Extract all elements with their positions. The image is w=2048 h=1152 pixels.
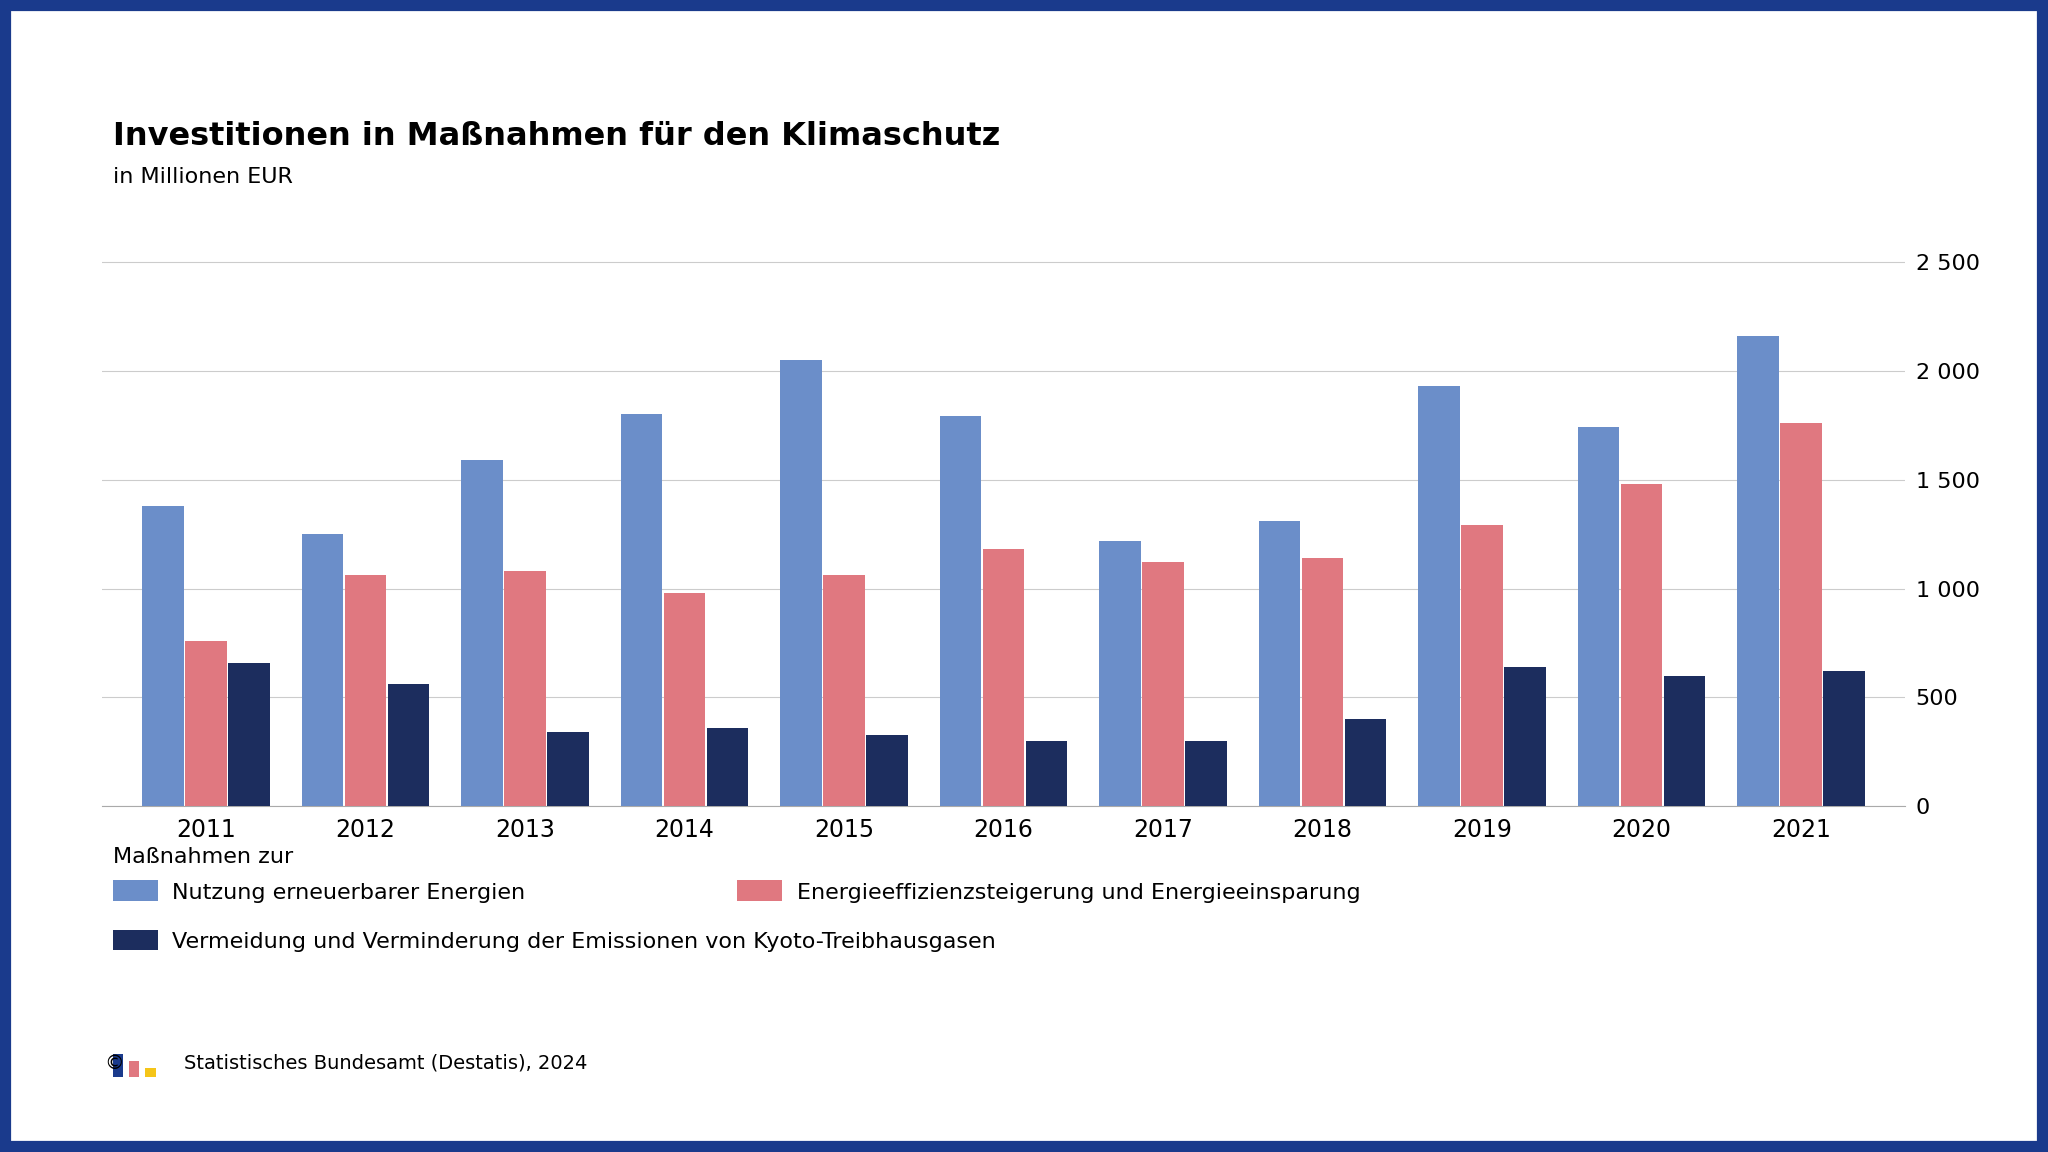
Bar bbox=[1577, 427, 1620, 806]
Bar bbox=[1505, 667, 1546, 806]
Bar bbox=[1663, 676, 1706, 806]
Bar bbox=[1737, 336, 1778, 806]
Bar bbox=[1303, 558, 1343, 806]
Bar bbox=[1143, 562, 1184, 806]
Bar bbox=[1260, 521, 1300, 806]
Bar bbox=[1026, 741, 1067, 806]
Text: Statistisches Bundesamt (Destatis), 2024: Statistisches Bundesamt (Destatis), 2024 bbox=[184, 1054, 588, 1073]
Bar bbox=[547, 733, 590, 806]
Bar bbox=[1823, 672, 1866, 806]
Bar bbox=[344, 576, 387, 806]
Bar bbox=[1417, 386, 1460, 806]
Bar bbox=[780, 359, 821, 806]
Bar bbox=[141, 506, 184, 806]
Bar bbox=[621, 415, 662, 806]
Bar bbox=[664, 593, 705, 806]
Bar bbox=[387, 684, 430, 806]
Text: Vermeidung und Verminderung der Emissionen von Kyoto-Treibhausgasen: Vermeidung und Verminderung der Emission… bbox=[172, 932, 995, 952]
Text: in Millionen EUR: in Millionen EUR bbox=[113, 167, 293, 187]
Text: Energieeffizienzsteigerung und Energieeinsparung: Energieeffizienzsteigerung und Energieei… bbox=[797, 882, 1360, 902]
Bar bbox=[940, 417, 981, 806]
Bar bbox=[184, 641, 227, 806]
Bar bbox=[1186, 741, 1227, 806]
Bar bbox=[823, 576, 864, 806]
Bar bbox=[983, 550, 1024, 806]
Bar bbox=[1780, 423, 1823, 806]
Text: ©: © bbox=[104, 1054, 125, 1073]
Bar bbox=[707, 728, 748, 806]
Bar bbox=[301, 535, 344, 806]
Bar bbox=[1100, 540, 1141, 806]
Bar bbox=[1346, 719, 1386, 806]
Bar bbox=[1620, 484, 1663, 806]
Text: Investitionen in Maßnahmen für den Klimaschutz: Investitionen in Maßnahmen für den Klima… bbox=[113, 121, 999, 152]
Bar bbox=[504, 571, 545, 806]
Bar bbox=[229, 662, 270, 806]
Bar bbox=[1462, 525, 1503, 806]
Bar bbox=[866, 735, 907, 806]
Text: Nutzung erneuerbarer Energien: Nutzung erneuerbarer Energien bbox=[172, 882, 524, 902]
Bar bbox=[461, 460, 502, 806]
Text: Maßnahmen zur: Maßnahmen zur bbox=[113, 847, 293, 866]
